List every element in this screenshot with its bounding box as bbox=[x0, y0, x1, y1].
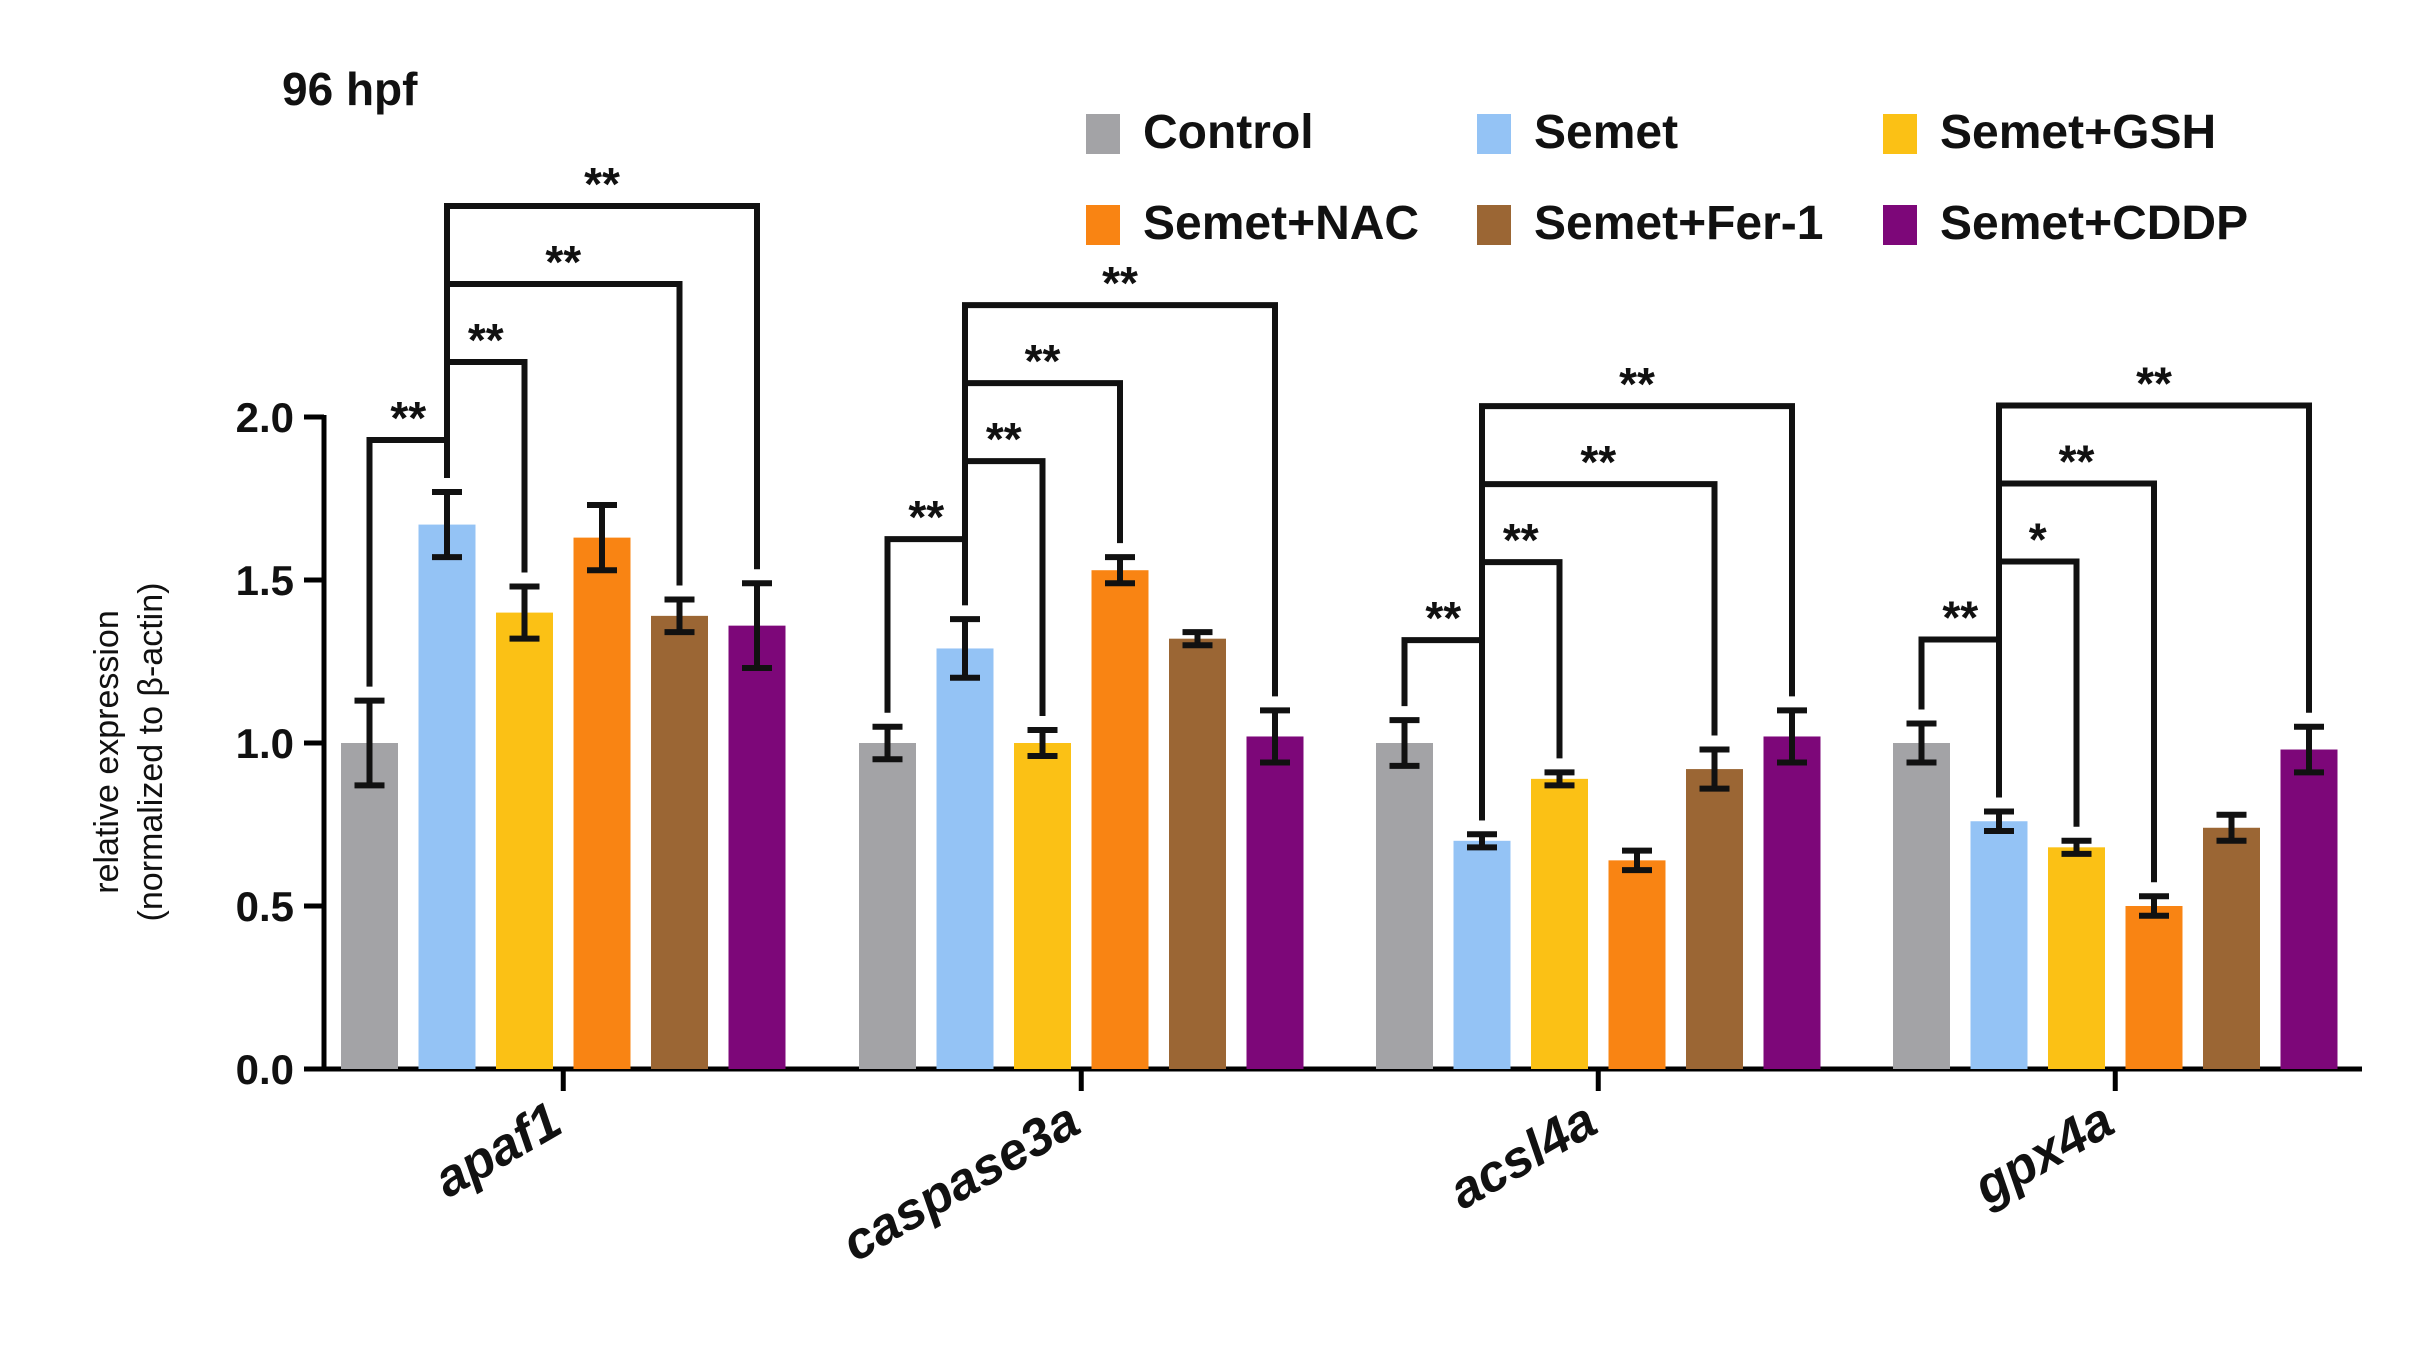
bar bbox=[1893, 743, 1950, 1069]
significance-label: ** bbox=[1025, 335, 1061, 387]
bar bbox=[1453, 840, 1511, 1069]
significance-label: * bbox=[2029, 513, 2047, 565]
legend-label: Semet+CDDP bbox=[1940, 197, 2248, 250]
bar bbox=[418, 524, 476, 1069]
x-tick-label: caspase3a bbox=[832, 1091, 1089, 1273]
legend-label: Control bbox=[1143, 106, 1314, 159]
bar bbox=[1014, 743, 1071, 1069]
legend: Control Semet Semet+GSH Semet+NAC Semet+Fer-… bbox=[1086, 106, 2248, 250]
significance-bracket bbox=[444, 202, 760, 570]
bar bbox=[1608, 860, 1666, 1069]
legend-label: Semet+GSH bbox=[1940, 106, 2216, 159]
significance-label: ** bbox=[1619, 358, 1655, 410]
bar bbox=[1763, 736, 1821, 1069]
significance-bracket bbox=[962, 302, 1278, 697]
y-axis-label-line2: (normalized to β-actin) bbox=[132, 583, 170, 922]
bar bbox=[2048, 847, 2105, 1069]
bar bbox=[1246, 736, 1304, 1069]
bar bbox=[2203, 827, 2260, 1069]
significance-label: ** bbox=[2136, 357, 2172, 409]
significance-label: ** bbox=[986, 413, 1022, 465]
legend-swatch bbox=[1086, 114, 1120, 154]
bar bbox=[728, 625, 786, 1069]
y-tick-label: 2.0 bbox=[236, 394, 294, 441]
legend-label: Semet bbox=[1534, 106, 1678, 159]
significance-bracket bbox=[1996, 402, 2312, 798]
plot-area: 0.0 0.5 1.0 1.5 2.0 apaf1 caspase3a acsl4a gpx4a… bbox=[236, 158, 2362, 1273]
significance-label: ** bbox=[1942, 591, 1978, 643]
y-tick-label: 1.0 bbox=[236, 720, 294, 767]
significance-bracket bbox=[1479, 403, 1795, 821]
significance-label: ** bbox=[390, 392, 426, 444]
bar bbox=[496, 612, 553, 1069]
x-tick-label: acsl4a bbox=[1440, 1091, 1607, 1221]
significance-label: ** bbox=[1503, 514, 1539, 566]
y-tick-label: 0.0 bbox=[236, 1046, 294, 1093]
y-axis-label-line1: relative expression bbox=[88, 610, 126, 893]
bar bbox=[1169, 638, 1226, 1069]
significance-label: ** bbox=[545, 236, 581, 288]
significance-label: ** bbox=[584, 158, 620, 210]
x-tick-label: apaf1 bbox=[425, 1091, 572, 1209]
significance-label: ** bbox=[468, 314, 504, 366]
bar bbox=[936, 648, 994, 1069]
y-tick-label: 1.5 bbox=[236, 557, 294, 604]
legend-swatch bbox=[1086, 205, 1120, 245]
bar bbox=[341, 743, 398, 1069]
bar bbox=[859, 743, 916, 1069]
bar bbox=[1376, 743, 1433, 1069]
legend-swatch bbox=[1883, 205, 1917, 245]
bar bbox=[1531, 778, 1588, 1069]
chart-title: 96 hpf bbox=[282, 63, 418, 115]
significance-label: ** bbox=[1425, 592, 1461, 644]
legend-swatch bbox=[1477, 114, 1511, 154]
legend-swatch bbox=[1883, 114, 1917, 154]
bar bbox=[1091, 570, 1149, 1069]
bar bbox=[651, 615, 708, 1069]
y-tick-label: 0.5 bbox=[236, 883, 294, 930]
legend-label: Semet+NAC bbox=[1143, 197, 1419, 250]
legend-label: Semet+Fer-1 bbox=[1534, 197, 1823, 250]
significance-label: ** bbox=[908, 491, 944, 543]
bar bbox=[1970, 821, 2028, 1069]
x-tick-label: gpx4a bbox=[1963, 1091, 2123, 1217]
bar bbox=[2125, 906, 2183, 1069]
y-axis-label: relative expression (normalized to β-act… bbox=[88, 583, 170, 922]
significance-label: ** bbox=[1580, 436, 1616, 488]
bar bbox=[573, 537, 631, 1069]
significance-label: ** bbox=[1102, 257, 1138, 309]
bar bbox=[1686, 769, 1743, 1069]
legend-swatch bbox=[1477, 205, 1511, 245]
significance-bracket bbox=[1996, 558, 2080, 827]
bar bbox=[2280, 749, 2338, 1069]
significance-label: ** bbox=[2059, 435, 2095, 487]
